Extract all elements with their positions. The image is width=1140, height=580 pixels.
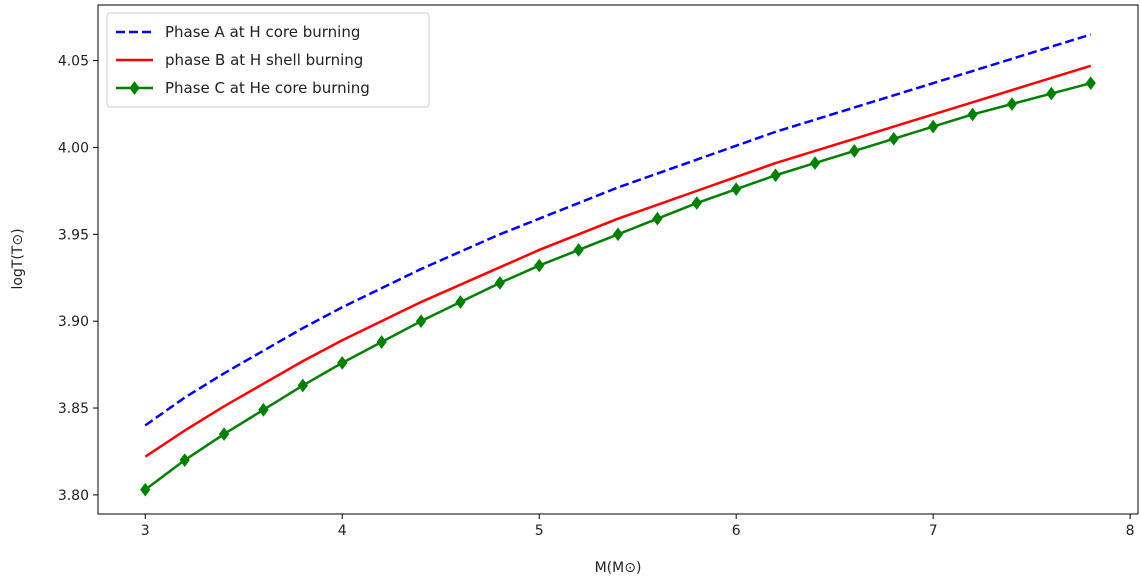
data-point [455,295,466,309]
series-line-3 [144,81,1092,491]
y-axis-ticks: 3.80 3.85 3.90 3.95 4.00 4.05 [58,54,98,504]
data-point [652,211,663,226]
data-point [888,131,899,146]
y-tick-label: 4.05 [58,54,89,70]
data-point [612,227,624,242]
x-tick-label: 6 [732,523,741,539]
legend: Phase A at H core burning phase B at H sh… [106,12,430,108]
legend-box [106,12,430,108]
data-point [337,356,348,370]
data-point [258,402,269,417]
data-point [849,144,860,158]
plot-frame [97,4,1139,515]
legend-label: phase B at H shell burning [165,51,363,69]
data-point [494,276,505,290]
y-tick-label: 3.95 [58,227,89,243]
data-point [179,453,190,467]
data-point [770,168,781,183]
data-point [967,107,978,122]
legend-marker [129,81,140,95]
data-point [140,482,151,497]
data-point [534,258,545,273]
legend-label: Phase C at He core burning [165,79,370,97]
x-tick-label: 3 [141,523,150,539]
x-tick-label: 8 [1126,523,1135,539]
data-point [218,427,230,441]
data-point [573,243,584,257]
x-tick-label: 7 [929,523,938,539]
y-axis-label: logT(T⊙) [10,228,26,289]
data-point [297,378,308,393]
x-tick-label: 4 [338,523,347,539]
data-point [1006,97,1018,111]
x-axis-ticks: 3 4 5 6 7 8 [141,514,1135,539]
legend-label: Phase A at H core burning [165,23,360,41]
y-tick-label: 3.85 [58,401,89,417]
series-markers [140,76,1096,497]
data-point [1085,76,1096,91]
data-point [1046,86,1057,101]
data-point [809,156,821,170]
y-tick-label: 4.00 [58,140,89,156]
series-line-2 [144,64,1092,458]
series-line-1 [144,33,1092,427]
data-point [928,119,939,134]
x-axis-label: M(M⊙) [595,560,642,576]
data-point [376,335,387,349]
data-point [415,314,427,329]
y-tick-label: 3.90 [58,314,89,330]
x-tick-label: 5 [535,523,544,539]
data-point [691,196,702,210]
y-tick-label: 3.80 [58,488,89,504]
data-point [731,182,742,196]
